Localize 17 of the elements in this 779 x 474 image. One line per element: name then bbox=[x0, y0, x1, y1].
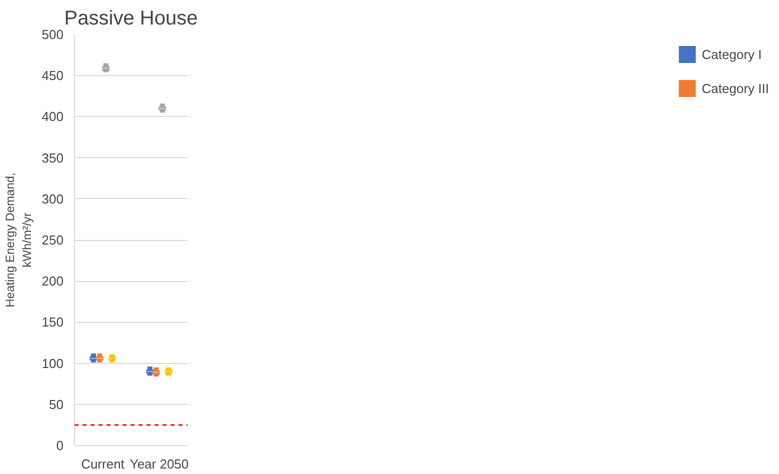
y-tick-label: 250 bbox=[42, 232, 64, 248]
chart-title: Passive House bbox=[64, 8, 198, 30]
y-tick-label: 0 bbox=[56, 438, 64, 453]
legend-label: Category I bbox=[702, 46, 762, 62]
y-tick-label: 150 bbox=[42, 314, 64, 330]
y-tick-label: 200 bbox=[42, 274, 64, 289]
x-tick-label: Current bbox=[81, 456, 125, 472]
y-tick-label: 300 bbox=[42, 191, 64, 206]
y-tick-label: 500 bbox=[42, 27, 64, 42]
y-tick-label: 450 bbox=[42, 68, 64, 84]
y-tick-label: 350 bbox=[42, 150, 64, 166]
legend-label: Category III bbox=[702, 80, 769, 96]
y-tick-label: 100 bbox=[42, 356, 64, 371]
y-tick-label: 50 bbox=[49, 396, 64, 412]
x-tick-label: Year 2050 bbox=[130, 456, 189, 472]
y-tick-label: 400 bbox=[42, 109, 64, 124]
y-axis-title: Heating Energy Demand, kWh/m²/yr bbox=[3, 172, 34, 308]
